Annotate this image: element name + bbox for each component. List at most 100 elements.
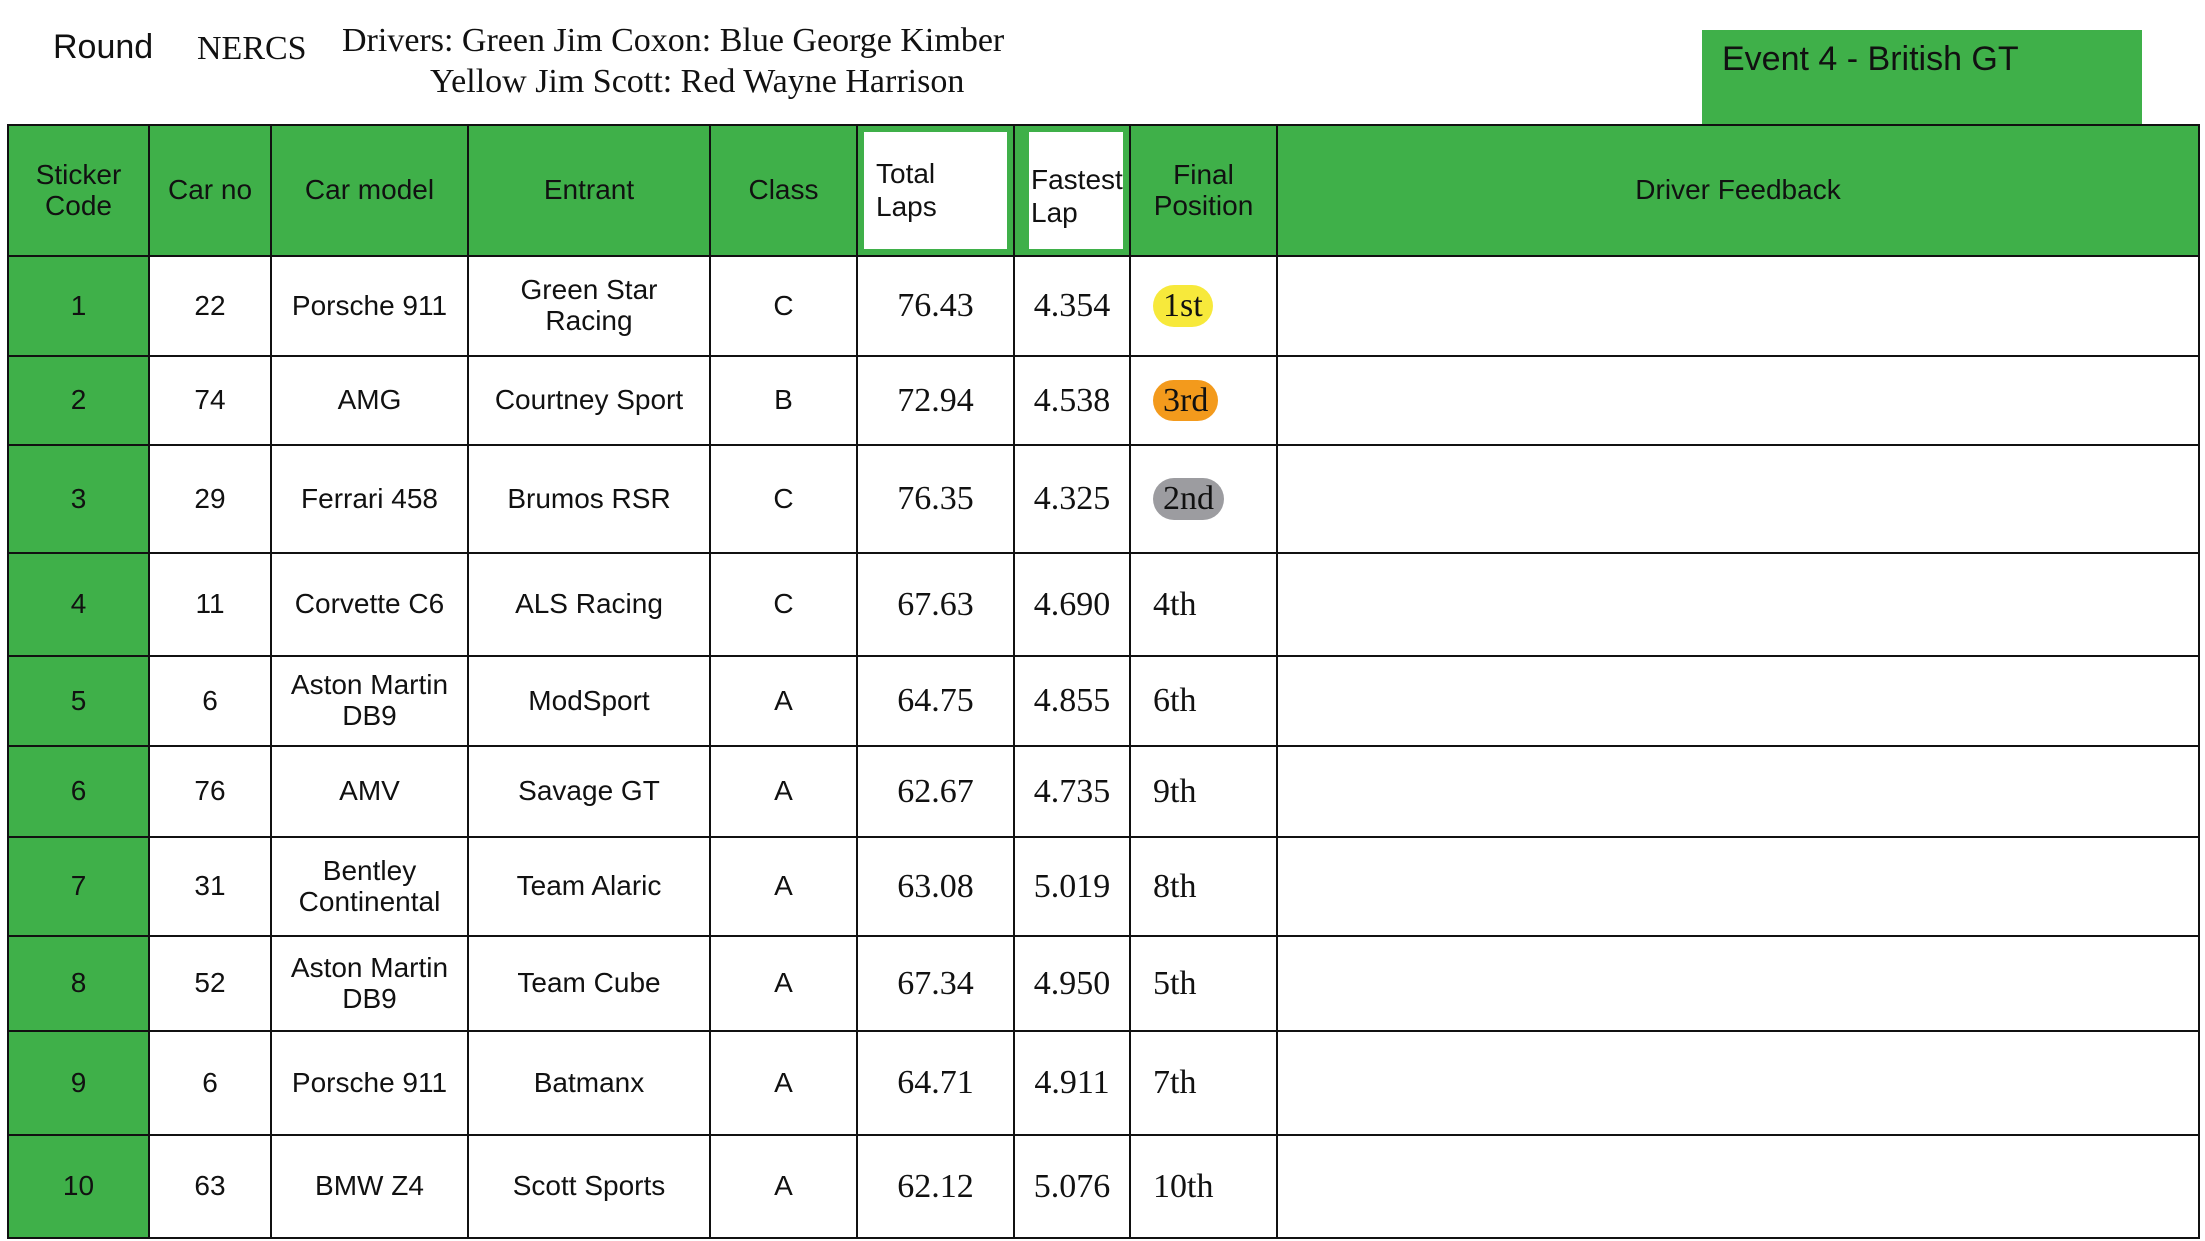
table-cell: Porsche 911 (270, 255, 469, 357)
cell-text: Bentley Continental (298, 854, 441, 917)
table-cell: 6 (7, 745, 150, 838)
round-label: Round (53, 28, 154, 66)
table-cell: 76 (148, 745, 272, 838)
table-cell: 6 (148, 1030, 272, 1136)
cell-text: 62.67 (897, 772, 974, 810)
column-header: Driver Feedback (1276, 124, 2200, 257)
header-label: Car model (304, 174, 435, 206)
cell-text: A (774, 1170, 793, 1202)
table-cell: 1 (7, 255, 150, 357)
cell-text: 67.63 (897, 585, 974, 623)
table-cell: 2nd (1129, 444, 1278, 554)
table-cell (1276, 552, 2200, 657)
cell-text: 52 (194, 967, 226, 999)
cell-text: A (774, 775, 793, 807)
table-cell: 64.71 (856, 1030, 1015, 1136)
cell-text: 4.325 (1033, 480, 1111, 518)
table-cell: 3 (7, 444, 150, 554)
cell-text: 63 (194, 1170, 226, 1202)
cell-text: 64.71 (897, 1064, 974, 1102)
table-cell: Corvette C6 (270, 552, 469, 657)
cell-text: 6 (202, 1066, 218, 1098)
table-cell: Aston Martin DB9 (270, 935, 469, 1032)
header-label: Total Laps (864, 132, 1007, 249)
cell-text: 31 (194, 870, 226, 902)
cell-text: Green Star Racing (520, 274, 658, 336)
column-header: Class (709, 124, 858, 257)
cell-text: 67.34 (897, 964, 974, 1002)
drivers-line: Yellow Jim Scott: Red Wayne Harrison (430, 63, 965, 100)
cell-text: 6 (202, 684, 218, 716)
table-cell: 6 (148, 655, 272, 747)
cell-text: 5.076 (1033, 1167, 1111, 1205)
cell-text: 10 (62, 1170, 95, 1202)
table-cell: ModSport (467, 655, 711, 747)
cell-text: 4 (70, 588, 87, 620)
table-cell: Brumos RSR (467, 444, 711, 554)
table-cell: 4th (1129, 552, 1278, 657)
header-label: Fastest Lap (1029, 132, 1123, 249)
table-cell: 67.34 (856, 935, 1015, 1032)
cell-text: Team Cube (517, 967, 661, 999)
column-header: Sticker Code (7, 124, 150, 257)
cell-text: 29 (194, 482, 226, 514)
table-cell: 5.076 (1013, 1134, 1131, 1239)
table-cell: ALS Racing (467, 552, 711, 657)
cell-text: 8 (70, 967, 87, 999)
cell-text: 4.735 (1033, 772, 1111, 810)
cell-text: 1st (1153, 285, 1213, 327)
table-cell: 7th (1129, 1030, 1278, 1136)
cell-text: 3rd (1153, 379, 1219, 422)
table-cell: 63.08 (856, 836, 1015, 937)
cell-text: 4.538 (1033, 381, 1111, 419)
header-label: Final Position (1153, 158, 1254, 221)
cell-text: Ferrari 458 (301, 482, 438, 514)
cell-text: Porsche 911 (291, 1066, 448, 1098)
table-cell: 4.911 (1013, 1030, 1131, 1136)
cell-text: Porsche 911 (291, 289, 448, 321)
cell-text: 2nd (1153, 478, 1224, 520)
cell-text: ModSport (528, 684, 650, 716)
cell-text: A (774, 967, 793, 999)
table-cell: 76.35 (856, 444, 1015, 554)
cell-text: 9 (70, 1066, 87, 1098)
cell-text: Scott Sports (512, 1170, 666, 1202)
cell-text: 9th (1153, 772, 1197, 810)
table-cell: 4.690 (1013, 552, 1131, 657)
cell-text: 7th (1153, 1064, 1197, 1102)
cell-text: A (774, 1066, 793, 1098)
table-cell: 4.325 (1013, 444, 1131, 554)
column-header: Car model (270, 124, 469, 257)
cell-text: Aston Martin DB9 (290, 951, 449, 1014)
cell-text: Corvette C6 (294, 588, 445, 620)
table-cell: 62.12 (856, 1134, 1015, 1239)
cell-text: BMW Z4 (315, 1170, 424, 1202)
table-cell: Team Cube (467, 935, 711, 1032)
table-cell: 22 (148, 255, 272, 357)
cell-text: 63.08 (897, 867, 974, 905)
cell-text: 7 (70, 870, 87, 902)
cell-text: 1 (70, 289, 87, 321)
cell-text: 6th (1153, 682, 1197, 720)
table-cell: Porsche 911 (270, 1030, 469, 1136)
cell-text: 76.35 (897, 480, 974, 518)
cell-text: 8th (1153, 867, 1197, 905)
table-cell: 2 (7, 355, 150, 446)
event-title: Event 4 - British GT (1722, 40, 2019, 78)
table-cell: 9 (7, 1030, 150, 1136)
cell-text: AMV (339, 775, 400, 807)
cell-text: Batmanx (533, 1066, 645, 1098)
cell-text: 76.43 (897, 287, 974, 325)
table-cell: 4.950 (1013, 935, 1131, 1032)
table-cell: 8th (1129, 836, 1278, 937)
cell-text: 10th (1153, 1167, 1214, 1205)
cell-text: 5 (70, 684, 87, 716)
table-cell: 8 (7, 935, 150, 1032)
table-cell: Scott Sports (467, 1134, 711, 1239)
cell-text: 4.950 (1033, 964, 1111, 1002)
table-cell: Batmanx (467, 1030, 711, 1136)
table-cell (1276, 655, 2200, 747)
header-label: Sticker Code (35, 158, 122, 221)
cell-text: Courtney Sport (494, 384, 684, 416)
